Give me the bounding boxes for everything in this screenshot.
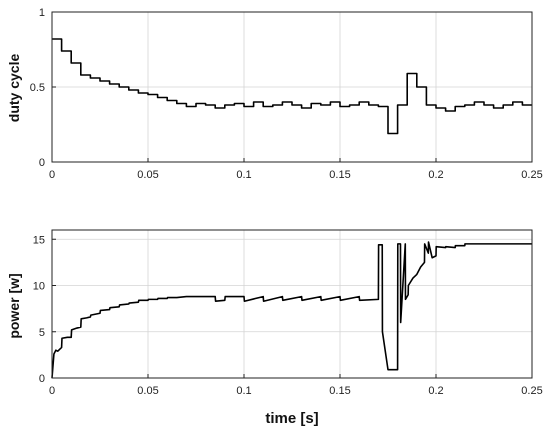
power-y-tick-label: 5 (39, 327, 45, 339)
duty-cycle-y-tick-label: 0 (39, 157, 45, 169)
power-plot-area (52, 230, 532, 378)
duty-cycle-y-tick-label: 0.5 (30, 82, 45, 94)
duty-cycle-x-tick-label: 0.15 (329, 169, 350, 181)
power-y-tick-label: 15 (33, 234, 45, 246)
power-plot: power [w] time [s] 0 0.05 0.1 0.15 0.2 0.25 0 5… (6, 229, 543, 427)
power-y-tick-label: 10 (33, 281, 45, 293)
duty-cycle-x-tick-label: 0.05 (137, 169, 158, 181)
power-x-tick-label: 0 (49, 385, 55, 397)
duty-cycle-x-tick-label: 0.25 (521, 169, 542, 181)
duty-cycle-x-tick-label: 0 (49, 169, 55, 181)
power-x-tick-label: 0.1 (236, 385, 251, 397)
duty-cycle-x-tick-label: 0.2 (428, 169, 443, 181)
power-series-line (51, 241, 532, 379)
duty-cycle-y-tick-label: 1 (39, 7, 45, 19)
power-x-tick-label: 0.05 (137, 385, 158, 397)
duty-cycle-series-line (52, 38, 532, 135)
duty-cycle-axes-frame (51, 11, 533, 163)
power-y-tick-label: 0 (39, 373, 45, 385)
power-x-tick-label: 0.25 (521, 385, 542, 397)
power-x-tick-label: 0.2 (428, 385, 443, 397)
duty-cycle-x-tick-label: 0.1 (236, 169, 251, 181)
power-x-tick-label: 0.15 (329, 385, 350, 397)
duty-cycle-plot: duty cycle 0 0.05 0.1 0.15 0.2 0.25 0 0.5 1 (6, 7, 543, 181)
duty-cycle-axis-label: duty cycle (6, 54, 22, 123)
power-axes-frame (51, 229, 533, 379)
power-axis-label: power [w] (6, 273, 22, 338)
time-axis-label: time [s] (265, 410, 318, 427)
